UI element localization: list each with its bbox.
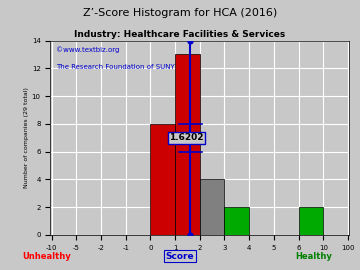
Text: ©www.textbiz.org: ©www.textbiz.org [57, 46, 120, 53]
Bar [298, 207, 323, 235]
Y-axis label: Number of companies (29 total): Number of companies (29 total) [24, 87, 29, 188]
Text: Healthy: Healthy [295, 252, 332, 261]
Text: Industry: Healthcare Facilities & Services: Industry: Healthcare Facilities & Servic… [75, 30, 285, 39]
Text: Z’-Score Histogram for HCA (2016): Z’-Score Histogram for HCA (2016) [83, 8, 277, 18]
Text: Score: Score [166, 252, 194, 261]
Text: Unhealthy: Unhealthy [22, 252, 71, 261]
Bar [200, 179, 225, 235]
Bar [175, 54, 200, 235]
Text: The Research Foundation of SUNY: The Research Foundation of SUNY [57, 64, 175, 70]
Bar [150, 124, 175, 235]
Bar [225, 207, 249, 235]
Text: 1.6202: 1.6202 [170, 133, 204, 142]
